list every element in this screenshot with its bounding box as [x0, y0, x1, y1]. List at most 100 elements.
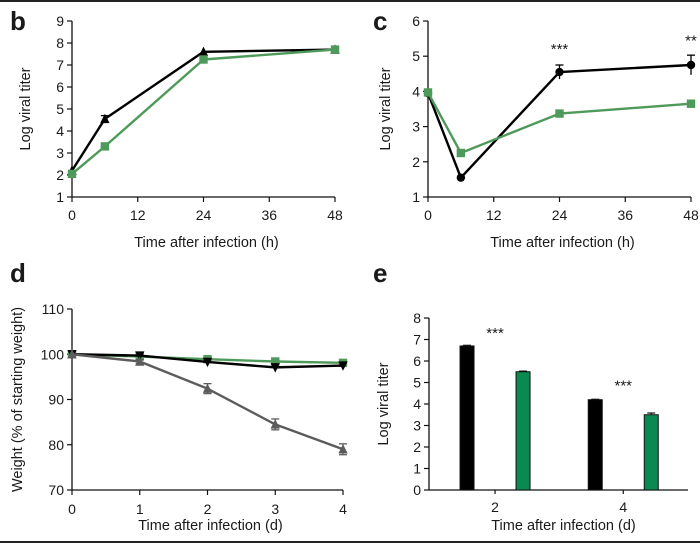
data-point [270, 419, 280, 429]
panel-d: d 70 80 90 100 110 Weight (% of starting weigh… [10, 258, 348, 534]
series-green-square [423, 88, 696, 158]
x-tick-label: 48 [327, 207, 343, 223]
series-line [70, 48, 336, 172]
series-line [71, 353, 344, 451]
data-point [456, 148, 466, 158]
x-tick-label: 2 [491, 499, 499, 515]
data-point [202, 383, 213, 393]
bottom-border-line [0, 541, 700, 543]
y-tick-label: 3 [413, 418, 421, 434]
data-point [199, 55, 208, 64]
data-point [338, 361, 348, 371]
data-point [338, 444, 348, 454]
x-axis-label: Time after infection (h) [134, 235, 279, 251]
significance-annotation: *** [614, 378, 632, 395]
y-axis-label: Weight (% of starting weight) [10, 307, 26, 492]
y-tick-label: 9 [56, 13, 64, 29]
data-point [135, 356, 145, 366]
y-tick-label: 3 [412, 119, 420, 135]
y-tick-label: 6 [413, 353, 421, 369]
x-tick-label: 4 [619, 499, 627, 515]
bar [643, 414, 659, 491]
y-tick-label: 8 [413, 310, 421, 326]
series-line [426, 91, 692, 155]
y-axis-label: Log viral titer [18, 67, 34, 150]
series-green-square [67, 45, 340, 179]
y-axis-label: Log viral titer [378, 67, 394, 150]
x-tick-label: 12 [130, 207, 146, 223]
top-border-line [0, 0, 700, 2]
y-tick-label: 1 [413, 461, 421, 477]
y-tick-label: 1 [56, 189, 64, 205]
x-axis-label: Time after infection (d) [491, 518, 636, 534]
y-tick-label: 70 [48, 482, 64, 498]
y-tick-label: 5 [413, 375, 421, 391]
y-tick-label: 80 [48, 437, 64, 453]
y-tick-label: 0 [413, 482, 421, 498]
y-tick-label: 5 [56, 101, 64, 117]
data-point [202, 357, 213, 368]
data-point [198, 46, 209, 56]
panel-c: c 12 3 4 5 6 Log viral titer Time after infecti… [373, 6, 699, 251]
data-point [67, 349, 77, 359]
y-tick-label: 6 [56, 79, 64, 95]
y-tick-label: 5 [412, 48, 420, 64]
x-tick-label: 2 [204, 501, 212, 517]
y-tick-label: 90 [48, 392, 64, 408]
y-tick-label: 2 [413, 439, 421, 455]
series-gray-triangle [67, 349, 348, 456]
y-axis-label: Log viral titer [376, 362, 392, 445]
y-tick-label: 7 [56, 57, 64, 73]
x-tick-label: 0 [424, 207, 432, 223]
data-point [100, 142, 110, 151]
x-tick-label: 0 [68, 207, 76, 223]
series-black [459, 344, 603, 491]
data-point [456, 173, 466, 182]
x-tick-label: 12 [486, 207, 502, 223]
significance-annotation: ** [685, 32, 697, 49]
panel-letter: e [373, 258, 387, 288]
series-line [426, 63, 692, 179]
data-point [555, 67, 564, 77]
x-axis-label: Time after infection (d) [138, 518, 283, 534]
data-point [67, 169, 77, 179]
x-tick-label: 3 [271, 501, 279, 517]
data-point [686, 99, 696, 108]
y-tick-label: 2 [412, 154, 420, 170]
data-point [423, 88, 433, 97]
y-tick-label: 110 [42, 301, 65, 317]
y-tick-label: 4 [56, 123, 64, 139]
significance-annotation: *** [551, 41, 569, 58]
x-tick-label: 24 [552, 207, 568, 223]
series-green [515, 370, 659, 491]
data-point [270, 363, 280, 373]
data-point [100, 113, 110, 124]
panel-letter: c [373, 6, 387, 36]
y-tick-label: 4 [412, 83, 420, 99]
x-tick-label: 36 [261, 207, 277, 223]
x-tick-label: 1 [136, 501, 144, 517]
y-tick-label: 2 [56, 167, 64, 183]
y-tick-label: 8 [56, 35, 64, 51]
data-point [555, 109, 564, 118]
panel-letter: d [10, 258, 26, 288]
y-tick-label: 6 [412, 13, 420, 29]
bar [587, 399, 603, 491]
x-axis-label: Time after infection (h) [490, 235, 635, 251]
panel-letter: b [10, 6, 26, 36]
x-tick-label: 48 [683, 207, 699, 223]
y-tick-label: 100 [41, 346, 65, 362]
y-tick-label: 7 [413, 332, 421, 348]
series-black-circle [423, 54, 696, 182]
data-point [330, 45, 340, 54]
y-tick-label: 4 [413, 396, 421, 412]
x-tick-label: 0 [68, 501, 76, 517]
x-tick-label: 4 [339, 501, 347, 517]
data-point [135, 351, 145, 361]
x-tick-label: 24 [196, 207, 212, 223]
bar [459, 345, 475, 491]
series-black-triangle [67, 44, 340, 175]
data-point [686, 60, 696, 70]
